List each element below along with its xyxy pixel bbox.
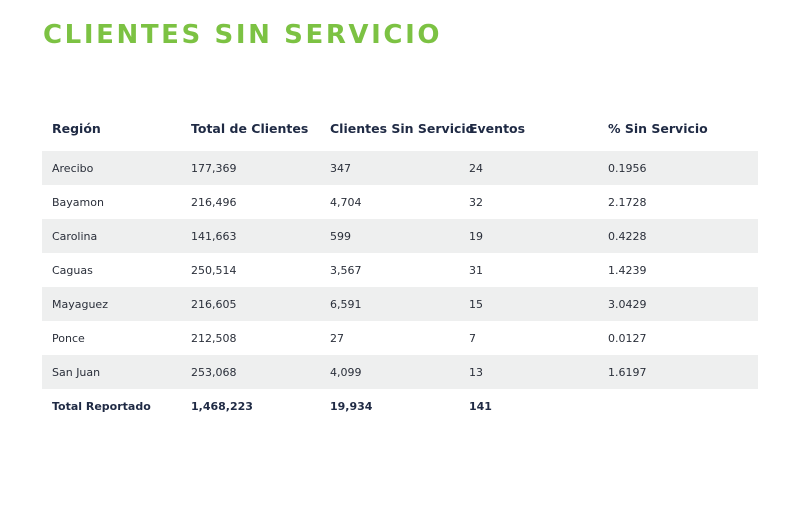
table-header-row: Región Total de Clientes Clientes Sin Se…	[42, 105, 758, 151]
cell-events: 24	[459, 151, 598, 185]
cell-clients-without-service: 4,704	[320, 185, 459, 219]
cell-events: 15	[459, 287, 598, 321]
cell-region: Arecibo	[42, 151, 181, 185]
cell-region: Bayamon	[42, 185, 181, 219]
cell-percent-without-service: 0.0127	[598, 321, 758, 355]
column-header-events[interactable]: Eventos	[469, 120, 526, 136]
table-row: Mayaguez 216,605 6,591 15 3.0429	[42, 287, 758, 321]
cell-percent-without-service: 3.0429	[598, 287, 758, 321]
cell-region: San Juan	[42, 355, 181, 389]
cell-events: 7	[459, 321, 598, 355]
cell-total-clients: 212,508	[181, 321, 320, 355]
table-row: San Juan 253,068 4,099 13 1.6197	[42, 355, 758, 389]
table-row: Bayamon 216,496 4,704 32 2.1728	[42, 185, 758, 219]
total-percent-without-service	[598, 389, 758, 423]
column-header-percent-without-service[interactable]: % Sin Servicio	[608, 120, 708, 136]
total-clients: 1,468,223	[181, 389, 320, 423]
column-header-total-clients[interactable]: Total de Clientes	[191, 120, 309, 136]
cell-clients-without-service: 347	[320, 151, 459, 185]
cell-region: Carolina	[42, 219, 181, 253]
cell-events: 19	[459, 219, 598, 253]
cell-percent-without-service: 1.6197	[598, 355, 758, 389]
cell-clients-without-service: 3,567	[320, 253, 459, 287]
total-label: Total Reportado	[42, 389, 181, 423]
cell-total-clients: 141,663	[181, 219, 320, 253]
cell-percent-without-service: 1.4239	[598, 253, 758, 287]
cell-clients-without-service: 27	[320, 321, 459, 355]
cell-region: Ponce	[42, 321, 181, 355]
cell-total-clients: 250,514	[181, 253, 320, 287]
column-header-region[interactable]: Región	[52, 120, 101, 136]
total-clients-without-service: 19,934	[320, 389, 459, 423]
table-row: Ponce 212,508 27 7 0.0127	[42, 321, 758, 355]
cell-total-clients: 216,605	[181, 287, 320, 321]
cell-clients-without-service: 4,099	[320, 355, 459, 389]
cell-total-clients: 216,496	[181, 185, 320, 219]
column-header-clients-without-service[interactable]: Clientes Sin Servicio	[330, 120, 475, 136]
cell-percent-without-service: 0.1956	[598, 151, 758, 185]
table-row: Caguas 250,514 3,567 31 1.4239	[42, 253, 758, 287]
table-total-row: Total Reportado 1,468,223 19,934 141	[42, 389, 758, 423]
cell-percent-without-service: 2.1728	[598, 185, 758, 219]
cell-clients-without-service: 6,591	[320, 287, 459, 321]
cell-percent-without-service: 0.4228	[598, 219, 758, 253]
cell-total-clients: 253,068	[181, 355, 320, 389]
page-title: CLIENTES SIN SERVICIO	[43, 20, 443, 50]
total-events: 141	[459, 389, 598, 423]
table-row: Arecibo 177,369 347 24 0.1956	[42, 151, 758, 185]
outage-table: Región Total de Clientes Clientes Sin Se…	[42, 105, 758, 423]
cell-events: 31	[459, 253, 598, 287]
cell-events: 13	[459, 355, 598, 389]
cell-region: Caguas	[42, 253, 181, 287]
table-row: Carolina 141,663 599 19 0.4228	[42, 219, 758, 253]
cell-total-clients: 177,369	[181, 151, 320, 185]
cell-clients-without-service: 599	[320, 219, 459, 253]
cell-events: 32	[459, 185, 598, 219]
cell-region: Mayaguez	[42, 287, 181, 321]
